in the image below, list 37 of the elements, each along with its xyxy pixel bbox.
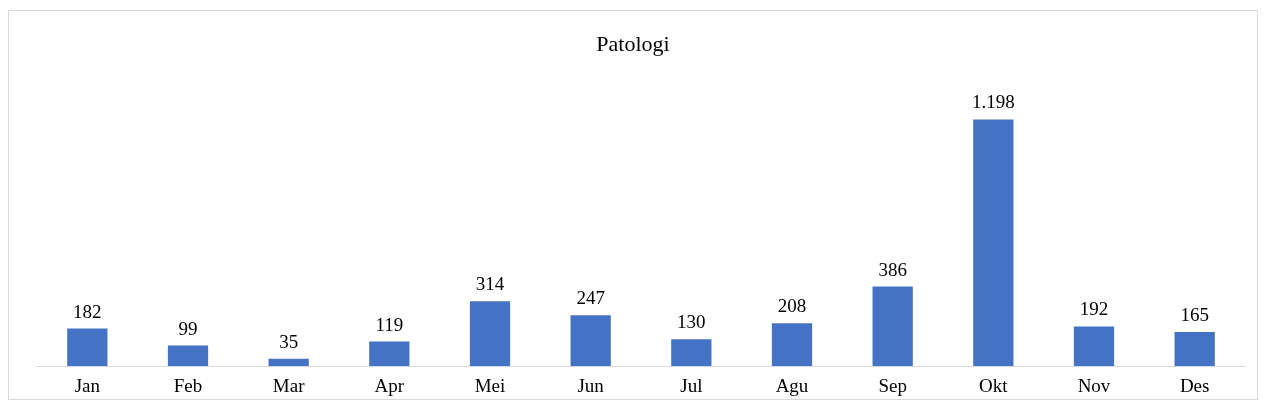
bar	[771, 323, 813, 366]
x-tick-label: Mei	[474, 375, 506, 396]
data-label: 119	[375, 313, 404, 335]
bar	[570, 315, 611, 366]
bar	[268, 358, 309, 366]
x-tick-label: Okt	[979, 375, 1009, 396]
bar	[1073, 326, 1115, 366]
bar	[67, 328, 108, 366]
x-tick-label: Agu	[775, 375, 809, 396]
data-label: 35	[279, 330, 299, 352]
x-tick-label: Jul	[680, 375, 703, 396]
data-label: 1.198	[971, 91, 1015, 113]
x-tick-label: Mar	[272, 375, 306, 396]
data-label: 192	[1079, 298, 1109, 320]
bar	[167, 345, 209, 366]
x-tick-label: Sep	[878, 375, 907, 396]
x-tick-label: Des	[1179, 375, 1210, 396]
x-tick-label: Feb	[173, 375, 203, 396]
bar	[973, 119, 1014, 366]
data-label: 247	[576, 287, 605, 309]
x-tick-label: Apr	[374, 375, 405, 396]
data-label: 314	[475, 273, 505, 295]
data-label: 165	[1180, 304, 1209, 326]
bar	[671, 339, 712, 366]
bar	[469, 301, 511, 366]
x-tick-label: Nov	[1077, 375, 1111, 396]
bar	[1174, 332, 1215, 366]
data-label: 182	[73, 300, 102, 322]
data-label: 386	[878, 258, 907, 280]
x-tick-label: Jan	[74, 375, 101, 396]
chart-title: Patologi	[596, 30, 670, 56]
bar	[369, 341, 410, 366]
data-label: 130	[677, 311, 706, 333]
bar	[872, 286, 913, 366]
x-tick-label: Jun	[577, 375, 605, 396]
data-label: 99	[178, 317, 198, 339]
data-label: 208	[777, 295, 807, 317]
